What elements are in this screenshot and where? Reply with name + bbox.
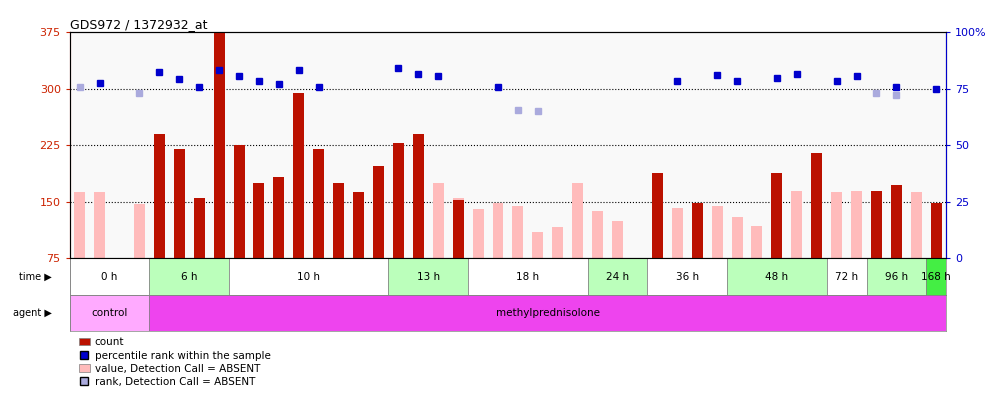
- Bar: [354, 192, 365, 258]
- Bar: [533, 232, 544, 258]
- Bar: [672, 208, 683, 258]
- Bar: [871, 191, 882, 258]
- Bar: [910, 192, 921, 258]
- Bar: [229, 258, 388, 295]
- Bar: [388, 32, 468, 258]
- Text: 0 h: 0 h: [102, 272, 118, 281]
- Legend: count, percentile rank within the sample, value, Detection Call = ABSENT, rank, : count, percentile rank within the sample…: [75, 333, 275, 391]
- Bar: [193, 198, 205, 258]
- Bar: [827, 258, 867, 295]
- Bar: [133, 204, 145, 258]
- Text: control: control: [92, 308, 127, 318]
- Bar: [592, 211, 604, 258]
- Bar: [293, 93, 305, 258]
- Bar: [273, 177, 285, 258]
- Text: 168 h: 168 h: [921, 272, 951, 281]
- Bar: [572, 183, 583, 258]
- Bar: [452, 200, 464, 258]
- Bar: [94, 192, 106, 258]
- Bar: [727, 258, 827, 295]
- Bar: [691, 203, 702, 258]
- Bar: [213, 32, 225, 258]
- Text: 6 h: 6 h: [181, 272, 197, 281]
- Bar: [229, 32, 388, 258]
- Text: methylprednisolone: methylprednisolone: [496, 308, 600, 318]
- Bar: [792, 191, 803, 258]
- Bar: [647, 258, 727, 295]
- Bar: [926, 32, 946, 258]
- Bar: [468, 32, 588, 258]
- Bar: [647, 32, 727, 258]
- Bar: [373, 166, 384, 258]
- Text: 10 h: 10 h: [297, 272, 321, 281]
- Bar: [931, 203, 942, 258]
- Text: 24 h: 24 h: [606, 272, 629, 281]
- Bar: [473, 209, 484, 258]
- Bar: [926, 258, 946, 295]
- Bar: [711, 206, 722, 258]
- Bar: [867, 258, 926, 295]
- Bar: [392, 192, 404, 258]
- Bar: [452, 198, 464, 258]
- Bar: [612, 221, 623, 258]
- Bar: [553, 227, 564, 258]
- Bar: [75, 192, 86, 258]
- Text: 36 h: 36 h: [675, 272, 699, 281]
- Bar: [153, 134, 165, 258]
- Bar: [333, 183, 345, 258]
- Bar: [731, 217, 742, 258]
- Bar: [867, 32, 926, 258]
- Bar: [651, 173, 663, 258]
- Text: time ▶: time ▶: [20, 272, 52, 281]
- Text: 13 h: 13 h: [416, 272, 440, 281]
- Bar: [70, 32, 149, 258]
- Bar: [588, 32, 647, 258]
- Bar: [831, 192, 842, 258]
- Bar: [651, 211, 663, 258]
- Text: 72 h: 72 h: [835, 272, 859, 281]
- Text: 96 h: 96 h: [884, 272, 908, 281]
- Bar: [253, 183, 265, 258]
- Bar: [771, 173, 782, 258]
- Bar: [412, 134, 424, 258]
- Text: 48 h: 48 h: [765, 272, 789, 281]
- Bar: [313, 149, 325, 258]
- Bar: [851, 191, 862, 258]
- Bar: [388, 258, 468, 295]
- Bar: [174, 149, 185, 258]
- Bar: [827, 32, 867, 258]
- Bar: [392, 143, 404, 258]
- Bar: [588, 258, 647, 295]
- Bar: [233, 145, 245, 258]
- Text: agent ▶: agent ▶: [13, 308, 52, 318]
- Bar: [70, 295, 149, 331]
- Bar: [727, 32, 827, 258]
- Bar: [492, 203, 504, 258]
- Text: GDS972 / 1372932_at: GDS972 / 1372932_at: [70, 18, 207, 31]
- Bar: [468, 258, 588, 295]
- Bar: [812, 153, 823, 258]
- Text: 18 h: 18 h: [516, 272, 540, 281]
- Bar: [752, 226, 763, 258]
- Bar: [70, 258, 149, 295]
- Bar: [512, 206, 524, 258]
- Bar: [432, 183, 444, 258]
- Bar: [149, 258, 229, 295]
- Bar: [890, 185, 901, 258]
- Bar: [149, 32, 229, 258]
- Bar: [931, 208, 942, 258]
